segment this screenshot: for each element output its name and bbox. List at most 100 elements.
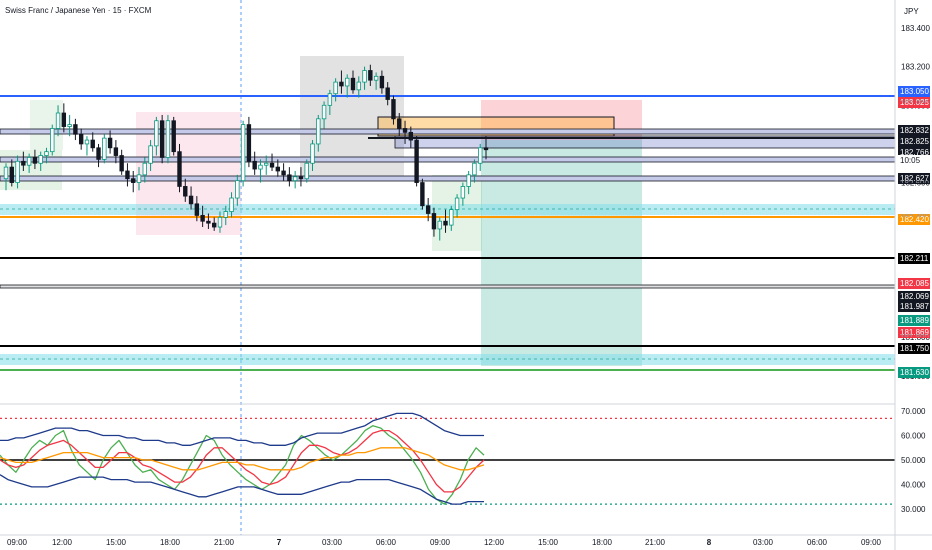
candle-body bbox=[131, 178, 136, 183]
time-tick-label: 09:00 bbox=[861, 538, 882, 547]
candle-body bbox=[431, 213, 437, 230]
candle-body bbox=[275, 166, 281, 172]
price-tag[interactable]: 181.869 bbox=[898, 326, 930, 338]
candle-body bbox=[3, 166, 9, 180]
candle-body bbox=[78, 133, 84, 145]
indicator-tick-label: 50.000 bbox=[901, 456, 926, 465]
candle-body bbox=[316, 118, 321, 145]
candle-body bbox=[136, 174, 142, 183]
candle-body bbox=[102, 137, 107, 160]
price-tag[interactable]: 182.420 bbox=[898, 213, 930, 225]
candle-body bbox=[229, 197, 234, 212]
candle-body bbox=[246, 124, 252, 162]
candle-body bbox=[437, 220, 442, 230]
candle-body bbox=[9, 166, 14, 183]
partial-axis-label: 182.600 bbox=[898, 178, 930, 183]
price-tag[interactable]: 182.211 bbox=[898, 252, 930, 264]
candle-body bbox=[345, 77, 350, 87]
candle-body bbox=[339, 81, 344, 87]
candle-body bbox=[148, 145, 153, 164]
candle-body bbox=[264, 162, 269, 166]
candle-body bbox=[159, 120, 165, 158]
candle-body bbox=[55, 112, 61, 129]
candle-body bbox=[113, 147, 119, 156]
time-tick-label: 06:00 bbox=[376, 538, 397, 547]
candle-body bbox=[125, 170, 130, 180]
candle-body bbox=[327, 93, 333, 106]
candle-body bbox=[119, 155, 124, 172]
candle-body bbox=[50, 128, 55, 153]
candle-body bbox=[350, 77, 356, 91]
candle-body bbox=[402, 128, 408, 133]
price-tag[interactable]: 183.050 bbox=[898, 85, 930, 97]
indicator-series-line bbox=[0, 429, 485, 493]
cyan-band-lower bbox=[0, 354, 895, 365]
candle-body bbox=[391, 99, 396, 120]
candle-body bbox=[73, 124, 78, 135]
partial-axis-label: 182.400 bbox=[898, 212, 930, 217]
candle-body bbox=[223, 211, 228, 218]
time-tick-label: 09:00 bbox=[430, 538, 451, 547]
take-profit-zone bbox=[481, 140, 642, 366]
price-tag[interactable]: 182.766 bbox=[898, 146, 930, 158]
price-tag[interactable]: 182.085 bbox=[898, 277, 930, 289]
candle-body bbox=[408, 131, 414, 141]
candle-body bbox=[200, 215, 205, 222]
candle-body bbox=[235, 180, 240, 199]
candle-body bbox=[425, 205, 431, 214]
candle-body bbox=[38, 155, 43, 164]
indicator-series-line bbox=[0, 425, 485, 505]
price-tick-label: 183.200 bbox=[901, 63, 930, 72]
candle-body bbox=[154, 120, 159, 147]
time-tick-label: 7 bbox=[277, 538, 282, 547]
price-tag[interactable]: 182.825 bbox=[898, 135, 930, 147]
candle-body bbox=[460, 186, 466, 199]
candle-body bbox=[67, 124, 72, 127]
price-tag[interactable]: 183.025 bbox=[898, 96, 930, 108]
candle-body bbox=[321, 104, 327, 120]
candle-body bbox=[397, 118, 402, 129]
candle-body bbox=[240, 124, 246, 182]
candle-body bbox=[183, 186, 188, 197]
price-tag[interactable]: 181.750 bbox=[898, 342, 930, 354]
bar-countdown: 10:05 bbox=[898, 155, 930, 166]
candle-body bbox=[483, 147, 489, 151]
time-axis-ticks[interactable]: 09:00 12:00 15:00 18:00 21:00 7 03:00 06:00 09:0… bbox=[7, 538, 882, 547]
currency-label[interactable]: JPY bbox=[904, 7, 919, 16]
price-tag[interactable]: 181.987 bbox=[898, 300, 930, 312]
time-tick-label: 18:00 bbox=[592, 538, 613, 547]
time-tick-label: 18:00 bbox=[160, 538, 181, 547]
price-tag[interactable]: 182.832 bbox=[898, 124, 930, 136]
candle-body bbox=[478, 147, 483, 164]
time-tick-label: 09:00 bbox=[7, 538, 28, 547]
price-tag[interactable]: 182.627 bbox=[898, 172, 930, 184]
indicator-axis-ticks[interactable]: 70.000 60.000 50.000 40.000 30.000 bbox=[901, 407, 926, 514]
indicator-tick-label: 40.000 bbox=[901, 481, 926, 490]
time-tick-label: 21:00 bbox=[645, 538, 666, 547]
candle-body bbox=[298, 176, 304, 180]
price-tag[interactable]: 181.889 bbox=[898, 314, 930, 326]
candle-body bbox=[454, 197, 460, 211]
candle-body bbox=[61, 112, 67, 127]
candle-body bbox=[90, 139, 95, 149]
candle-body bbox=[379, 75, 385, 89]
candlesticks bbox=[3, 64, 489, 241]
candle-body bbox=[194, 203, 200, 216]
candle-body bbox=[165, 120, 171, 158]
time-tick-label: 03:00 bbox=[322, 538, 343, 547]
time-tick-label: 15:00 bbox=[106, 538, 127, 547]
partial-axis-label: 181.800 bbox=[898, 332, 930, 337]
cyan-band-upper bbox=[0, 204, 895, 215]
candle-body bbox=[142, 162, 147, 176]
candle-body bbox=[217, 216, 223, 228]
time-tick-label: 12:00 bbox=[52, 538, 73, 547]
indicator-lines bbox=[0, 412, 485, 505]
candle-body bbox=[171, 120, 176, 153]
indicator-series-line bbox=[0, 474, 484, 505]
price-tag[interactable]: 182.069 bbox=[898, 290, 930, 302]
price-tag[interactable]: 181.630 bbox=[898, 366, 930, 378]
candle-body bbox=[32, 157, 38, 164]
candle-body bbox=[281, 170, 286, 176]
candle-body bbox=[292, 176, 298, 182]
